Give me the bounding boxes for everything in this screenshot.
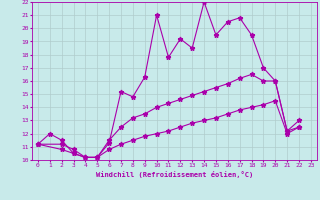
X-axis label: Windchill (Refroidissement éolien,°C): Windchill (Refroidissement éolien,°C) (96, 171, 253, 178)
